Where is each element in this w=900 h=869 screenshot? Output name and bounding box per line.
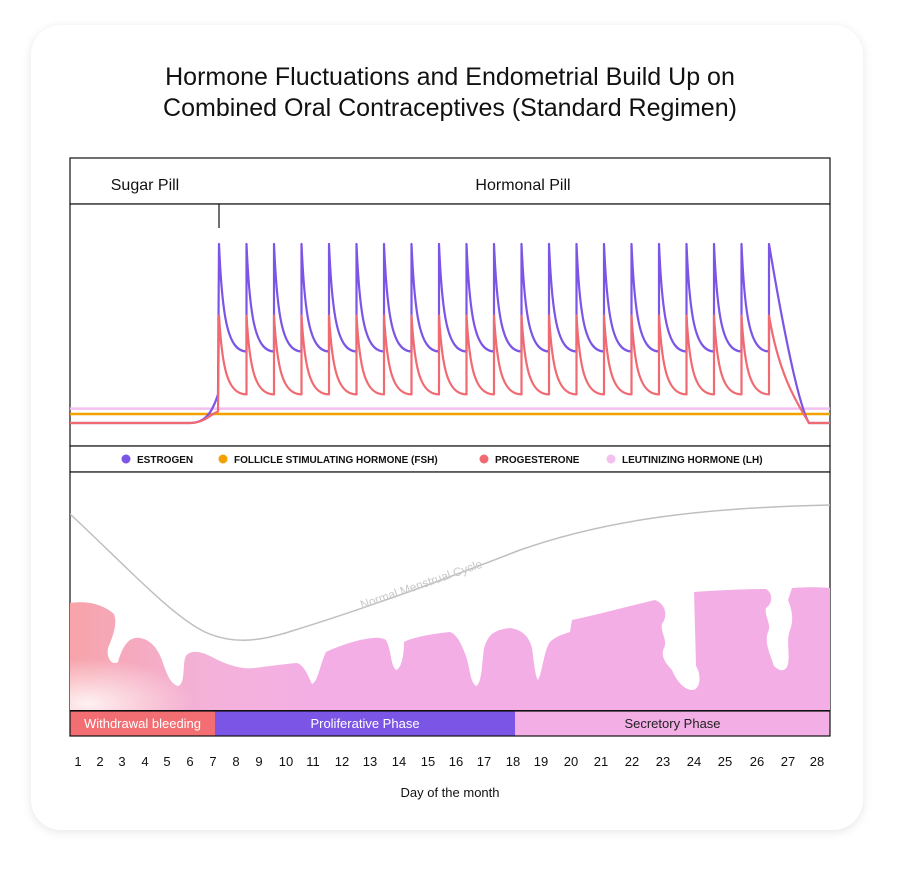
phase-label-proliferative: Proliferative Phase <box>310 716 419 731</box>
day-tick-19: 19 <box>534 754 548 769</box>
legend-label-fsh: FOLLICLE STIMULATING HORMONE (FSH) <box>234 455 438 466</box>
day-axis: 1 2 3 4 5 6 7 8 9 10 11 12 13 14 15 16 17 18 19 20 21 22 23 24 2… <box>74 754 824 769</box>
phase-withdrawal <box>70 711 215 736</box>
day-tick-28: 28 <box>810 754 824 769</box>
legend: ESTROGEN FOLLICLE STIMULATING HORMONE (F… <box>121 454 763 466</box>
phase-bar: Withdrawal bleeding Proliferative Phase … <box>69 710 831 737</box>
hormone-series <box>70 242 830 425</box>
legend-label-lh: LEUTINIZING HORMONE (LH) <box>622 455 763 466</box>
day-tick-11: 11 <box>306 754 320 769</box>
legend-swatch-fsh <box>218 454 228 464</box>
day-tick-5: 5 <box>163 754 170 769</box>
hormonal-pill-label: Hormonal Pill <box>475 177 570 194</box>
day-tick-20: 20 <box>564 754 578 769</box>
legend-swatch-lh <box>606 454 616 464</box>
day-tick-6: 6 <box>186 754 193 769</box>
day-tick-4: 4 <box>141 754 148 769</box>
phase-label-secretory: Secretory Phase <box>624 716 720 731</box>
day-tick-23: 23 <box>656 754 670 769</box>
series-line-progesterone <box>70 314 830 425</box>
x-axis-label: Day of the month <box>401 785 500 800</box>
legend-label-progesterone: PROGESTERONE <box>495 455 580 466</box>
legend-box <box>69 445 831 473</box>
pill-header-box <box>69 157 831 205</box>
day-tick-13: 13 <box>363 754 377 769</box>
day-tick-9: 9 <box>255 754 262 769</box>
day-tick-3: 3 <box>118 754 125 769</box>
phase-proliferative <box>215 711 515 736</box>
day-tick-7: 7 <box>209 754 216 769</box>
legend-label-estrogen: ESTROGEN <box>137 455 193 466</box>
phase-label-withdrawal: Withdrawal bleeding <box>84 716 201 731</box>
day-tick-21: 21 <box>594 754 608 769</box>
day-tick-2: 2 <box>96 754 103 769</box>
day-tick-17: 17 <box>477 754 491 769</box>
day-tick-18: 18 <box>506 754 520 769</box>
day-tick-15: 15 <box>421 754 435 769</box>
day-tick-8: 8 <box>232 754 239 769</box>
legend-swatch-estrogen <box>121 454 131 464</box>
chart-title-line-2: Combined Oral Contraceptives (Standard R… <box>163 94 737 122</box>
withdrawal-fade <box>70 580 370 710</box>
phase-bar-border <box>69 710 831 737</box>
day-tick-16: 16 <box>449 754 463 769</box>
chart-title: Hormone Fluctuations and Endometrial Bui… <box>0 62 900 124</box>
day-tick-14: 14 <box>392 754 406 769</box>
sugar-pill-label: Sugar Pill <box>111 177 179 194</box>
phase-secretory <box>515 711 830 736</box>
day-tick-10: 10 <box>279 754 293 769</box>
day-tick-22: 22 <box>625 754 639 769</box>
legend-swatch-progesterone <box>479 454 489 464</box>
day-tick-12: 12 <box>335 754 349 769</box>
chart-title-line-1: Hormone Fluctuations and Endometrial Bui… <box>165 63 735 91</box>
day-tick-1: 1 <box>74 754 81 769</box>
day-tick-24: 24 <box>687 754 701 769</box>
day-tick-26: 26 <box>750 754 764 769</box>
day-tick-25: 25 <box>718 754 732 769</box>
day-tick-27: 27 <box>781 754 795 769</box>
hormone-plot-area <box>69 203 831 447</box>
